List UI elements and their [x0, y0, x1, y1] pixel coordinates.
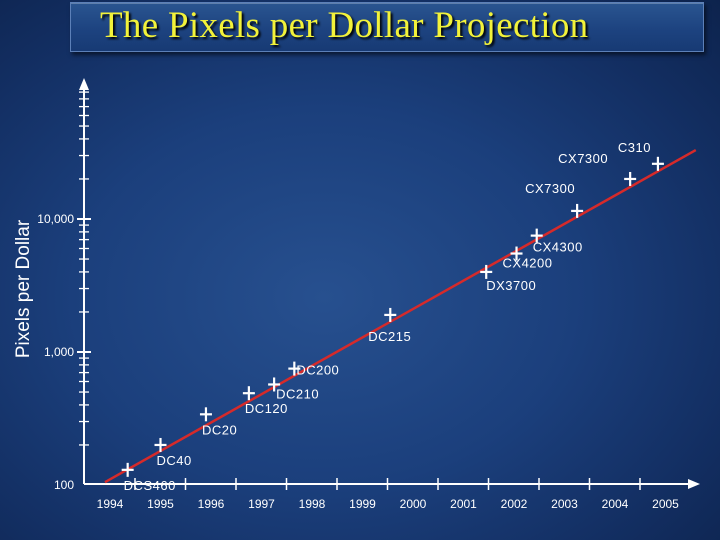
data-point: DC20	[199, 407, 237, 437]
point-label: DX3700	[486, 278, 536, 293]
x-tick-label: 1998	[299, 497, 326, 511]
x-tick-label: 2001	[450, 497, 477, 511]
x-tick-label: 2005	[652, 497, 679, 511]
data-point: DC215	[368, 307, 411, 344]
point-label: CX4200	[503, 256, 553, 271]
y-tick-label: 10,000	[37, 212, 74, 226]
point-label: DC20	[202, 422, 237, 437]
data-point: DCS460	[121, 462, 176, 493]
data-point: DX3700	[480, 264, 536, 293]
x-tick-label: 2003	[551, 497, 578, 511]
x-tick-label: 1999	[349, 497, 376, 511]
point-label: DC200	[296, 363, 339, 378]
data-point: CX7300	[558, 151, 637, 186]
y-axis-arrow	[79, 78, 89, 90]
point-label: DC210	[276, 386, 319, 401]
point-label: CX4300	[533, 240, 583, 255]
point-label: DCS460	[124, 478, 176, 493]
data-point: DC200	[288, 361, 339, 378]
x-tick-label: 2000	[400, 497, 427, 511]
x-tick-label: 1995	[147, 497, 174, 511]
data-point: DC40	[154, 437, 192, 468]
y-tick-label: 1,000	[44, 345, 74, 359]
trendline	[104, 148, 697, 484]
x-axis-arrow	[688, 479, 700, 489]
point-label: DC40	[157, 453, 192, 468]
title-banner	[70, 2, 704, 52]
x-tick-label: 2004	[602, 497, 629, 511]
data-point: DC120	[242, 386, 288, 416]
point-label: DC120	[245, 401, 288, 416]
data-point: CX4200	[503, 246, 553, 271]
axes: 100 1,000 10,000 1994 1995 1996 1997 1998 1999 20…	[37, 78, 700, 511]
data-point: CX7300	[525, 181, 584, 218]
x-tick-label: 2002	[501, 497, 528, 511]
chart-title: The Pixels per Dollar Projection	[100, 5, 589, 46]
data-point: CX4300	[530, 228, 583, 255]
point-label: CX7300	[525, 181, 575, 196]
point-label: C310	[618, 140, 651, 155]
data-point: DC210	[268, 377, 319, 401]
point-label: CX7300	[558, 151, 608, 166]
point-label: DC215	[368, 329, 411, 344]
x-tick-label: 1994	[97, 497, 124, 511]
x-tick-label: 1996	[198, 497, 225, 511]
x-tick-label: 1997	[248, 497, 275, 511]
y-tick-label: 100	[54, 478, 74, 492]
trendline-group	[104, 148, 697, 484]
data-point: C310	[618, 140, 664, 171]
